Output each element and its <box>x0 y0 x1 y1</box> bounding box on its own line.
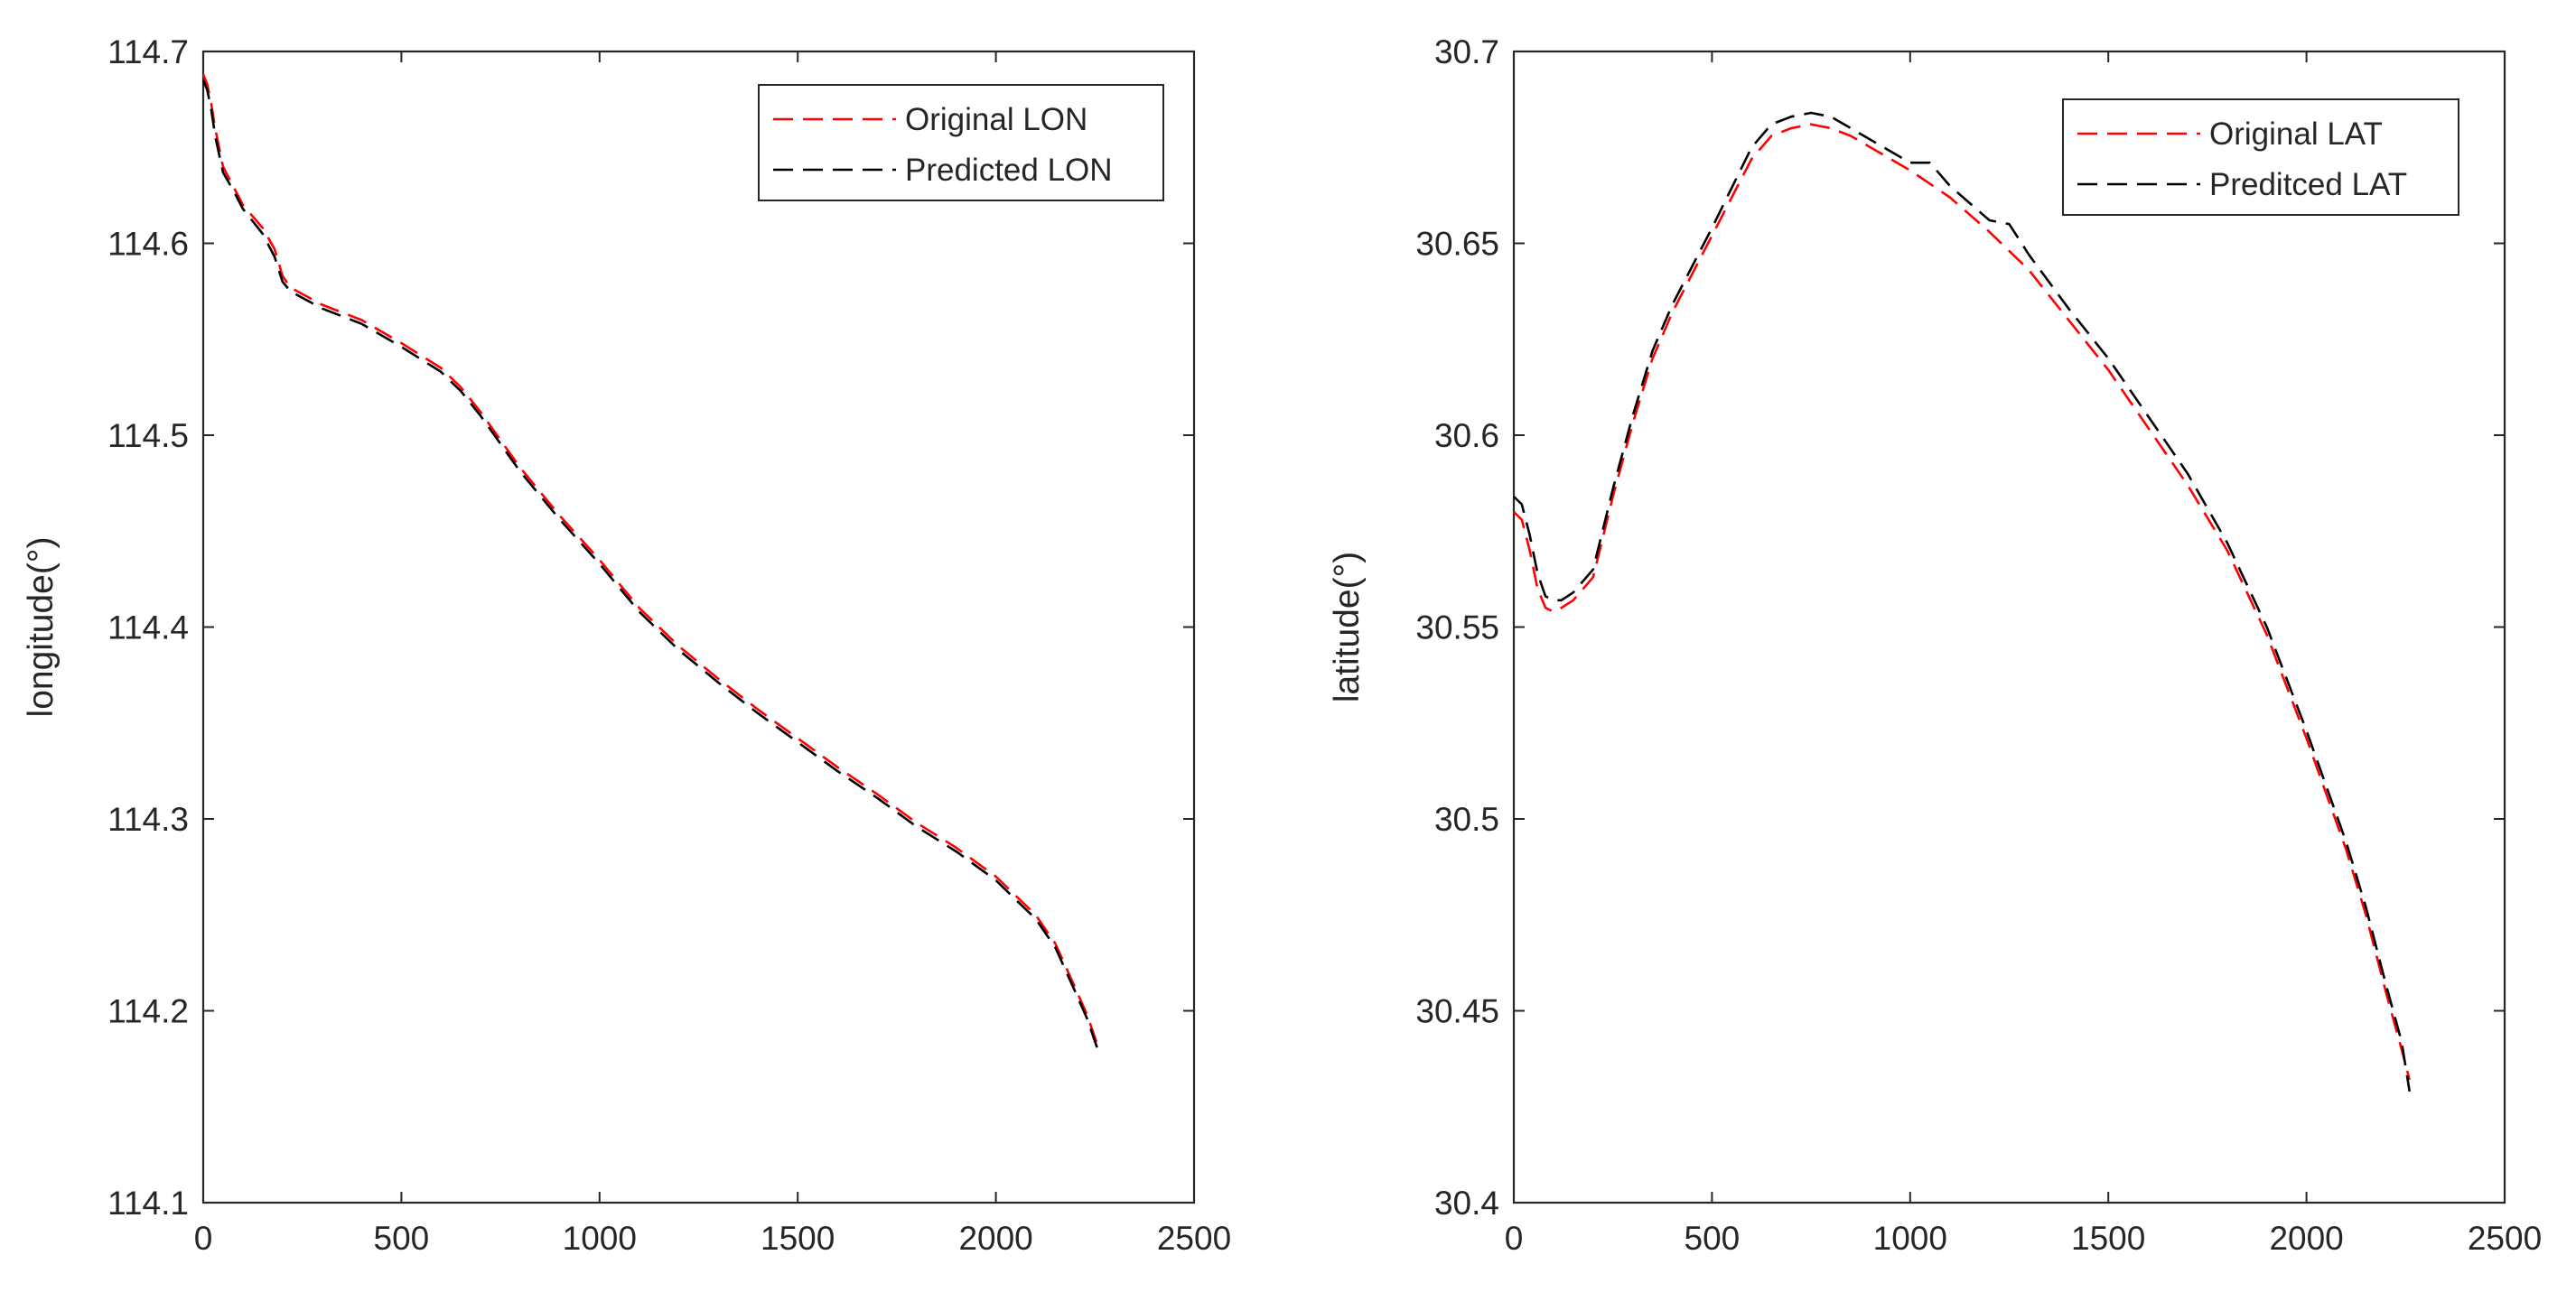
legend-box <box>2062 98 2459 216</box>
y-tick-label: 114.4 <box>107 609 189 646</box>
legend-label: Original LAT <box>2209 116 2383 152</box>
x-tick-label: 2500 <box>1157 1220 1231 1257</box>
y-axis-label: latitude(°) <box>1328 552 1367 702</box>
legend-label: Preditced LAT <box>2209 167 2407 202</box>
x-tick-label: 1000 <box>1873 1220 1947 1257</box>
x-tick-label: 2000 <box>958 1220 1032 1257</box>
y-tick-label: 114.5 <box>107 417 189 454</box>
x-tick-label: 1000 <box>563 1220 637 1257</box>
y-tick-label: 114.3 <box>107 801 189 838</box>
x-tick-label: 500 <box>374 1220 430 1257</box>
x-tick-label: 0 <box>194 1220 213 1257</box>
x-tick-label: 2000 <box>2269 1220 2343 1257</box>
series-line-1 <box>1513 111 2411 1092</box>
legend: Original LON Predicted LON <box>758 84 1164 201</box>
series-line-1 <box>201 79 1100 1054</box>
x-tick-label: 2500 <box>2468 1220 2542 1257</box>
legend-label: Predicted LON <box>905 153 1113 188</box>
chart-latitude: 0 500 1000 1500 2000 2500 30.4 30.45 30.5 30.55 30… <box>1328 33 2542 1257</box>
y-tick-label: 30.45 <box>1415 993 1499 1030</box>
y-axis-label: longitude(°) <box>22 537 61 718</box>
legend-label: Original LON <box>905 102 1087 137</box>
y-tick-label: 30.4 <box>1434 1185 1499 1222</box>
y-tick-label: 30.65 <box>1415 226 1499 263</box>
x-tick-label: 1500 <box>2071 1220 2145 1257</box>
legend: Original LAT Preditced LAT <box>2062 98 2459 216</box>
y-tick-label: 30.7 <box>1434 33 1499 70</box>
x-tick-label: 0 <box>1505 1220 1524 1257</box>
y-tick-label: 114.1 <box>107 1185 189 1222</box>
y-tick-label: 30.55 <box>1415 609 1499 646</box>
legend-box <box>758 84 1164 201</box>
series-line-0 <box>1513 123 2411 1081</box>
y-tick-label: 114.7 <box>107 33 189 70</box>
y-tick-label: 114.6 <box>107 226 189 263</box>
series-line-0 <box>201 74 1100 1050</box>
x-tick-label: 1500 <box>761 1220 835 1257</box>
y-tick-label: 30.6 <box>1434 417 1499 454</box>
x-tick-label: 500 <box>1685 1220 1741 1257</box>
y-tick-label: 114.2 <box>107 993 189 1030</box>
y-tick-label: 30.5 <box>1434 801 1499 838</box>
chart-longitude: 0 500 1000 1500 2000 2500 114.1 114.2 114.3 114.4… <box>22 33 1231 1257</box>
